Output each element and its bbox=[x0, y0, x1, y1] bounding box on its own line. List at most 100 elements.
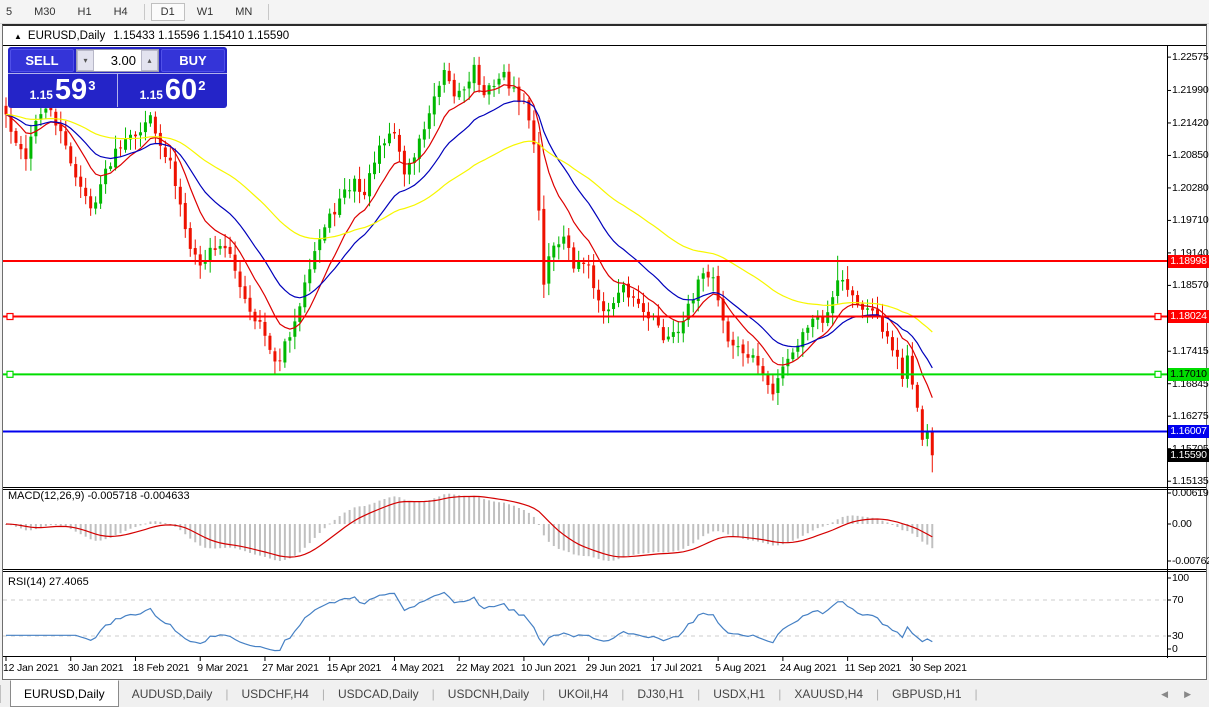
ma-line-fast bbox=[5, 84, 933, 398]
date-tick-label: 30 Jan 2021 bbox=[67, 662, 124, 674]
chart-symbol-title: EURUSD,Daily bbox=[27, 30, 106, 42]
price-line-badge-1.17010: 1.17010 bbox=[1168, 367, 1209, 381]
date-tick-label: 22 May 2021 bbox=[456, 662, 515, 674]
hline-handle[interactable] bbox=[1154, 312, 1162, 321]
main-price-pane bbox=[4, 56, 934, 473]
price-line-badge-1.18998: 1.18998 bbox=[1168, 254, 1209, 268]
date-tick-label: 10 Jun 2021 bbox=[520, 662, 577, 674]
price-chart-surface[interactable] bbox=[3, 46, 1167, 487]
chart-tab-usdcad-daily[interactable]: USDCAD,Daily bbox=[337, 687, 419, 701]
chart-ohlc-values: 1.15433 1.15596 1.15410 1.15590 bbox=[113, 30, 290, 42]
tab-separator: | bbox=[225, 687, 229, 701]
buy-price-display[interactable]: 1.15 60 2 bbox=[118, 74, 227, 107]
timeframe-button-m30[interactable]: M30 bbox=[34, 5, 56, 18]
sell-price-main: 59 bbox=[54, 74, 88, 106]
volume-input[interactable]: 3.00 bbox=[110, 53, 136, 68]
date-tick-label: 30 Sep 2021 bbox=[909, 662, 967, 674]
price-tick-1.18570: 1.18570 bbox=[1172, 279, 1209, 292]
timeframe-button-w1[interactable]: W1 bbox=[196, 5, 214, 18]
sell-price-prefix: 1.15 bbox=[29, 88, 53, 102]
rsi-tick-100: 100 bbox=[1172, 572, 1189, 584]
chart-tab-audusd-daily[interactable]: AUDUSD,Daily bbox=[131, 687, 213, 701]
macd-tick--0.007621: -0.007621 bbox=[1172, 555, 1209, 567]
date-tick-label: 12 Jan 2021 bbox=[3, 662, 59, 674]
chart-tab-usdx-h1[interactable]: USDX,H1 bbox=[713, 687, 766, 701]
price-tick-1.22575: 1.22575 bbox=[1172, 51, 1209, 64]
tab-separator: | bbox=[778, 687, 782, 701]
date-tick-label: 18 Feb 2021 bbox=[132, 662, 190, 674]
volume-spinner: ▾ 3.00 ▴ bbox=[76, 49, 159, 72]
tab-separator: | bbox=[621, 687, 625, 701]
one-click-trade-panel: SELL ▾ 3.00 ▴ BUY 1.15 59 3 1.15 60 2 bbox=[8, 47, 227, 108]
tabs-scroll-left-icon[interactable]: ◀ bbox=[1161, 688, 1169, 699]
timeframe-button-mn[interactable]: MN bbox=[235, 5, 253, 18]
rsi-tick-0: 0 bbox=[1172, 643, 1178, 655]
tab-separator: | bbox=[974, 687, 978, 701]
chart-tab-gbpusd-h1[interactable]: GBPUSD,H1 bbox=[892, 687, 962, 701]
sell-price-display[interactable]: 1.15 59 3 bbox=[8, 74, 118, 107]
date-tick-label: 27 Mar 2021 bbox=[261, 662, 319, 674]
rsi-tick-70: 70 bbox=[1172, 594, 1184, 606]
price-tick-1.16275: 1.16275 bbox=[1172, 410, 1209, 423]
volume-decrease-icon[interactable]: ▾ bbox=[77, 50, 94, 71]
date-tick-label: 9 Mar 2021 bbox=[197, 662, 249, 674]
title-collapse-icon[interactable]: ▲ bbox=[14, 31, 22, 41]
volume-increase-icon[interactable]: ▴ bbox=[141, 50, 158, 71]
tab-scroll-arrows: ◀ ▶ bbox=[1161, 681, 1191, 707]
sell-price-pip: 3 bbox=[88, 78, 96, 93]
macd-signal-line bbox=[5, 495, 933, 558]
chart-window bbox=[2, 24, 1207, 680]
rsi-line bbox=[6, 591, 933, 652]
price-tick-1.19710: 1.19710 bbox=[1172, 214, 1209, 227]
date-tick-label: 24 Aug 2021 bbox=[779, 662, 837, 674]
price-tick-1.15135: 1.15135 bbox=[1172, 475, 1209, 488]
toolbar-separator bbox=[268, 3, 270, 20]
chart-tab-eurusd-daily[interactable]: EURUSD,Daily bbox=[10, 680, 119, 707]
hline-handle[interactable] bbox=[6, 370, 14, 378]
date-tick-label: 15 Apr 2021 bbox=[326, 662, 382, 674]
date-tick-label: 5 Aug 2021 bbox=[715, 662, 767, 674]
tab-separator: | bbox=[876, 687, 880, 701]
macd-pane-label: MACD(12,26,9) -0.005718 -0.004633 bbox=[8, 490, 190, 502]
price-tick-1.21990: 1.21990 bbox=[1172, 84, 1209, 97]
chart-tab-usdcnh-daily[interactable]: USDCNH,Daily bbox=[447, 687, 530, 701]
chart-tab-usdchf-h4[interactable]: USDCHF,H4 bbox=[241, 687, 309, 701]
tab-separator: | bbox=[321, 687, 325, 701]
sell-button[interactable]: SELL bbox=[10, 49, 74, 72]
hline-handle[interactable] bbox=[6, 312, 14, 321]
chart-tab-bar: EURUSD,Daily AUDUSD,Daily | USDCHF,H4 | USDCA… bbox=[0, 680, 1209, 707]
macd-tick-0.00: 0.00 bbox=[1172, 518, 1192, 530]
chart-title-bar: ▲ EURUSD,Daily 1.15433 1.15596 1.15410 1… bbox=[3, 27, 1206, 46]
tabs-scroll-right-icon[interactable]: ▶ bbox=[1184, 688, 1191, 699]
toolbar-separator bbox=[143, 3, 145, 20]
tab-separator: | bbox=[697, 687, 701, 701]
rsi-pane-label: RSI(14) 27.4065 bbox=[8, 576, 89, 588]
timeframe-button-d1[interactable]: D1 bbox=[150, 2, 185, 21]
tab-strip: EURUSD,Daily AUDUSD,Daily | USDCHF,H4 | USDCA… bbox=[1, 680, 978, 707]
chart-tab-dj30-h1[interactable]: DJ30,H1 bbox=[637, 687, 685, 701]
candles bbox=[4, 56, 934, 473]
chart-tab-xauusd-h4[interactable]: XAUUSD,H4 bbox=[794, 687, 864, 701]
chart-tab-ukoil-h4[interactable]: UKOil,H4 bbox=[558, 687, 609, 701]
timeframe-toolbar: 5 M30 H1 H4 D1 W1 MN bbox=[0, 0, 1209, 24]
price-tick-1.20850: 1.20850 bbox=[1172, 149, 1209, 162]
current-price-badge: 1.15590 bbox=[1168, 448, 1209, 462]
timeframe-button-5[interactable]: 5 bbox=[6, 5, 13, 18]
date-tick-label: 4 May 2021 bbox=[391, 662, 445, 674]
date-tick-label: 11 Sep 2021 bbox=[844, 662, 902, 674]
timeframe-button-h1[interactable]: H1 bbox=[77, 5, 92, 18]
rsi-pane bbox=[3, 591, 1166, 652]
date-tick-label: 17 Jul 2021 bbox=[650, 662, 703, 674]
tab-separator: | bbox=[431, 687, 435, 701]
buy-price-pip: 2 bbox=[198, 78, 206, 93]
price-line-badge-1.16007: 1.16007 bbox=[1168, 424, 1209, 438]
buy-price-main: 60 bbox=[164, 74, 198, 106]
rsi-tick-30: 30 bbox=[1172, 630, 1184, 642]
buy-button[interactable]: BUY bbox=[161, 49, 225, 72]
hline-handle[interactable] bbox=[1154, 370, 1162, 378]
tab-bar-grip bbox=[0, 685, 1, 703]
macd-pane bbox=[5, 493, 934, 561]
date-tick-label: 29 Jun 2021 bbox=[585, 662, 642, 674]
timeframe-button-h4[interactable]: H4 bbox=[113, 5, 128, 18]
